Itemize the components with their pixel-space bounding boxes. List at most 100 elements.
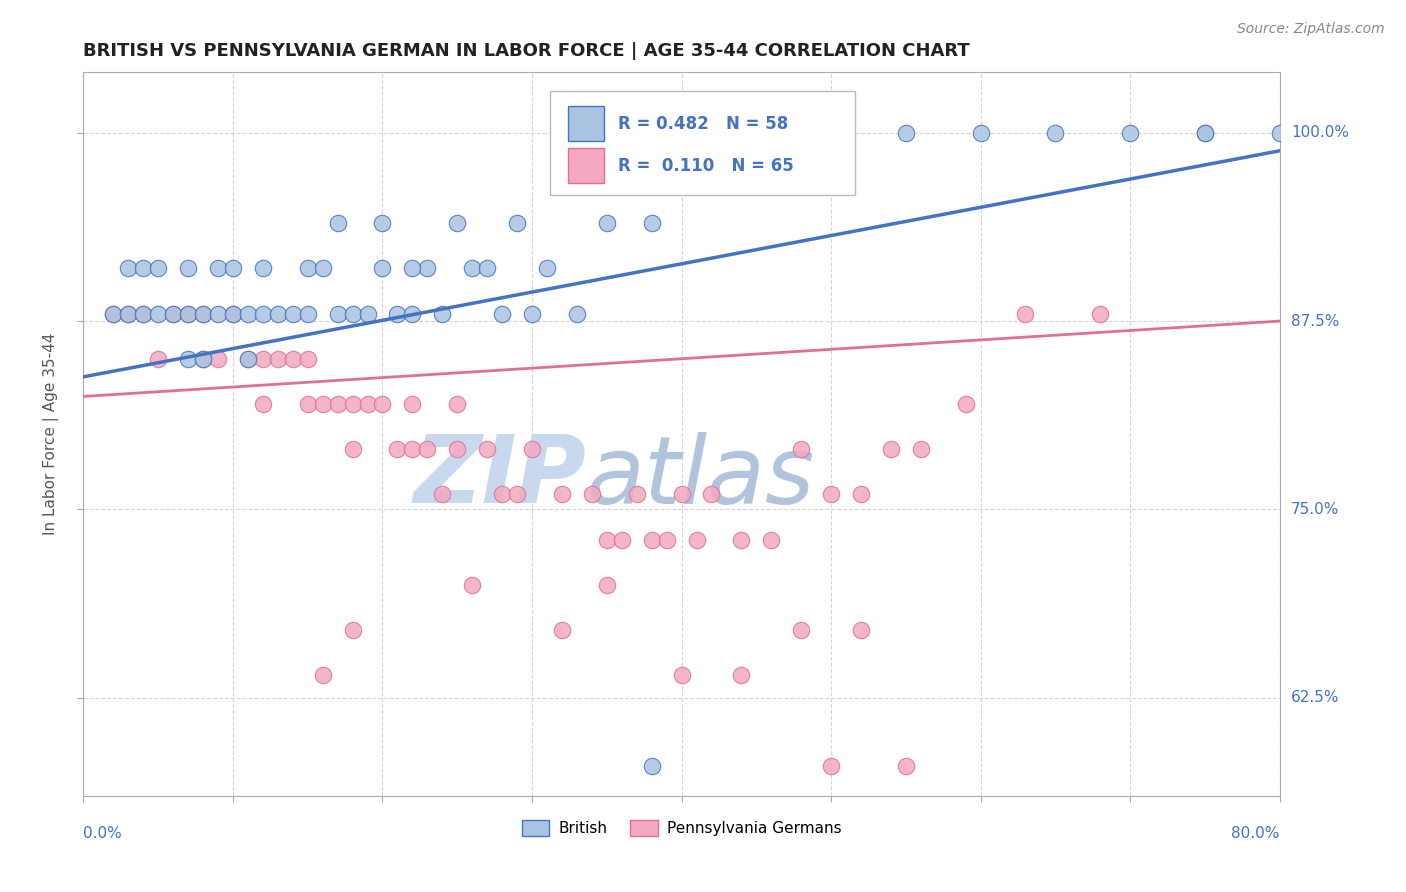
Point [326,307,349,321]
Point [297,351,319,366]
Point [969,126,991,140]
Point [222,307,245,321]
Point [356,307,378,321]
Point [177,307,200,321]
Point [236,307,259,321]
Point [191,307,214,321]
Point [416,442,439,457]
Point [387,442,409,457]
Point [371,216,394,230]
Point [371,261,394,276]
Point [297,397,319,411]
Point [252,261,274,276]
Point [342,307,364,321]
Point [565,307,588,321]
Point [191,351,214,366]
Point [671,170,693,185]
Point [103,307,125,321]
Point [551,487,574,501]
Point [536,261,558,276]
Point [416,261,439,276]
Point [894,126,917,140]
Point [880,442,903,457]
Point [1090,307,1112,321]
Point [820,487,842,501]
Point [761,533,783,547]
FancyBboxPatch shape [568,106,603,141]
Point [207,351,229,366]
Point [506,216,529,230]
Point [297,261,319,276]
Point [222,307,245,321]
Point [520,442,543,457]
Point [312,668,335,682]
Point [281,307,304,321]
Text: BRITISH VS PENNSYLVANIA GERMAN IN LABOR FORCE | AGE 35-44 CORRELATION CHART: BRITISH VS PENNSYLVANIA GERMAN IN LABOR … [83,42,970,60]
Point [790,623,813,637]
Point [432,307,454,321]
Point [596,578,619,592]
Point [910,442,932,457]
Point [894,758,917,772]
Point [387,307,409,321]
Point [326,216,349,230]
Point [685,533,707,547]
Point [461,261,484,276]
Point [491,307,513,321]
FancyBboxPatch shape [568,148,603,183]
Point [475,261,498,276]
Point [820,126,842,140]
Point [446,442,468,457]
Text: R = 0.482   N = 58: R = 0.482 N = 58 [619,115,789,133]
Point [401,261,423,276]
Point [700,487,723,501]
Point [281,351,304,366]
Point [326,397,349,411]
Point [506,487,529,501]
Text: 75.0%: 75.0% [1291,502,1339,517]
Point [1194,126,1216,140]
Point [252,397,274,411]
Text: 87.5%: 87.5% [1291,314,1339,328]
Point [177,307,200,321]
Point [655,533,678,547]
Point [849,487,872,501]
Point [520,307,543,321]
Point [790,442,813,457]
Point [222,261,245,276]
Point [1268,126,1291,140]
Point [177,261,200,276]
Point [1194,126,1216,140]
Point [551,623,574,637]
Y-axis label: In Labor Force | Age 35-44: In Labor Force | Age 35-44 [44,333,59,535]
Point [267,351,290,366]
Text: ZIP: ZIP [413,432,586,524]
Point [177,351,200,366]
Point [730,668,752,682]
Point [117,307,139,321]
FancyBboxPatch shape [550,90,855,195]
Point [596,533,619,547]
Text: Source: ZipAtlas.com: Source: ZipAtlas.com [1237,22,1385,37]
Point [371,397,394,411]
Point [148,261,170,276]
Text: 80.0%: 80.0% [1232,826,1279,841]
Point [640,758,662,772]
Point [312,261,335,276]
Point [730,533,752,547]
Point [236,351,259,366]
Text: 100.0%: 100.0% [1291,125,1348,140]
Point [356,397,378,411]
Point [581,487,603,501]
Point [207,307,229,321]
Point [162,307,184,321]
Point [252,307,274,321]
Point [191,307,214,321]
Point [491,487,513,501]
Point [626,487,648,501]
Point [191,351,214,366]
Point [342,442,364,457]
Text: 62.5%: 62.5% [1291,690,1340,706]
Point [671,668,693,682]
Point [103,307,125,321]
